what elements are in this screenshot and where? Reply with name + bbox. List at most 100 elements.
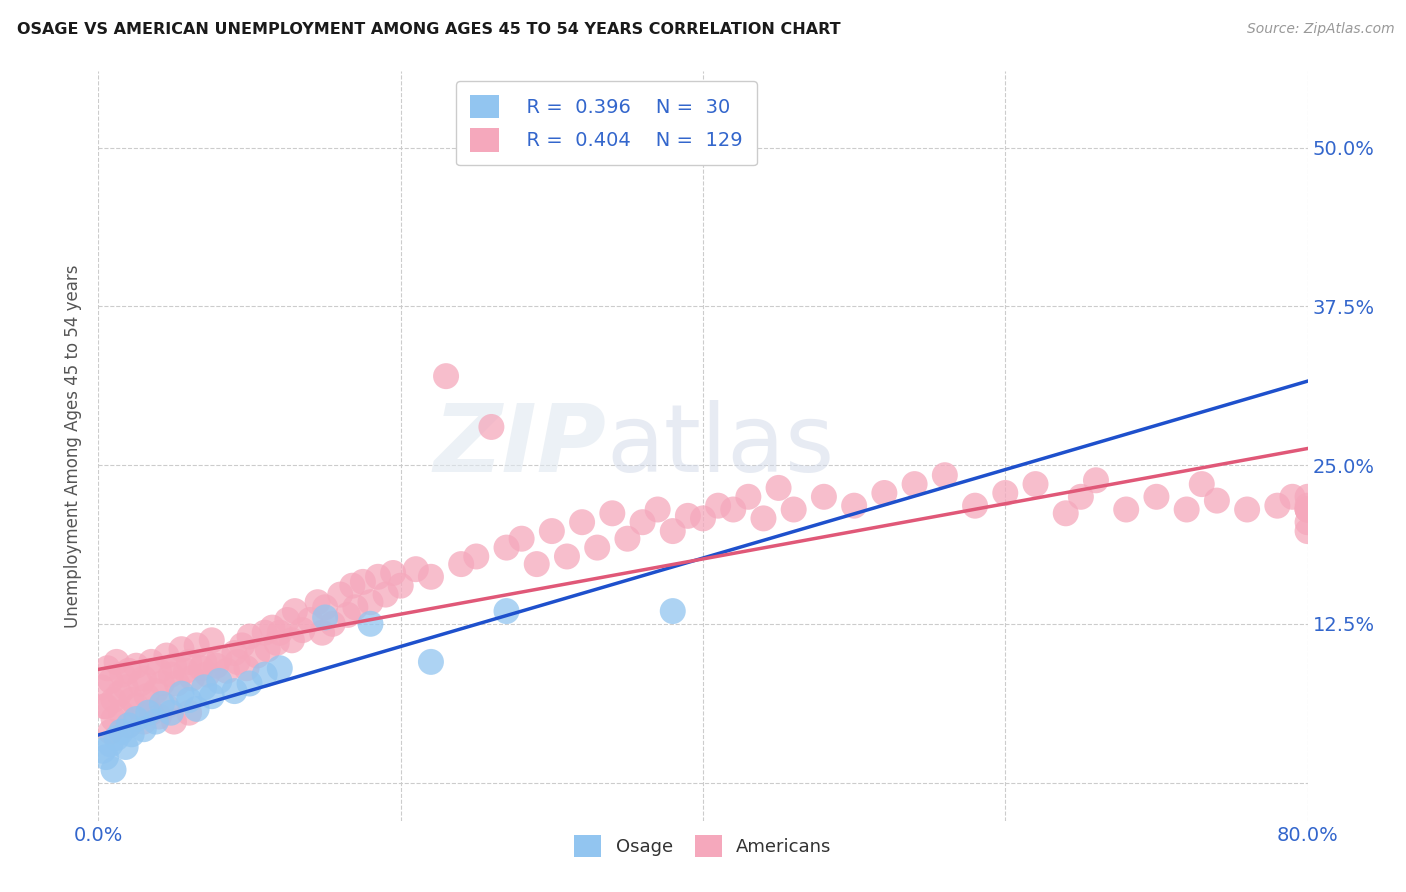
Point bbox=[179, 655, 201, 669]
Point bbox=[105, 655, 128, 669]
Point bbox=[307, 595, 329, 609]
Point bbox=[1296, 502, 1319, 516]
Point bbox=[1085, 473, 1108, 487]
Point bbox=[110, 706, 132, 720]
Point bbox=[994, 486, 1017, 500]
Point bbox=[253, 625, 276, 640]
Text: ZIP: ZIP bbox=[433, 400, 606, 492]
Point bbox=[121, 727, 143, 741]
Point bbox=[103, 693, 125, 707]
Point bbox=[1054, 506, 1077, 520]
Point bbox=[269, 661, 291, 675]
Point bbox=[510, 532, 533, 546]
Point bbox=[145, 714, 167, 729]
Point bbox=[118, 718, 141, 732]
Point bbox=[256, 642, 278, 657]
Point bbox=[284, 604, 307, 618]
Point bbox=[389, 579, 412, 593]
Point bbox=[201, 633, 224, 648]
Point bbox=[1206, 493, 1229, 508]
Point bbox=[555, 549, 578, 564]
Point bbox=[195, 667, 218, 681]
Point bbox=[526, 557, 548, 571]
Point bbox=[96, 661, 118, 675]
Point bbox=[148, 664, 170, 678]
Point bbox=[186, 639, 208, 653]
Point bbox=[155, 648, 177, 663]
Point bbox=[174, 664, 197, 678]
Point bbox=[118, 664, 141, 678]
Point bbox=[181, 672, 204, 686]
Point bbox=[1144, 490, 1167, 504]
Point bbox=[163, 658, 186, 673]
Point bbox=[602, 506, 624, 520]
Point bbox=[90, 681, 112, 695]
Point bbox=[737, 490, 759, 504]
Point bbox=[360, 595, 382, 609]
Point bbox=[1115, 502, 1137, 516]
Point bbox=[215, 664, 238, 678]
Point bbox=[224, 646, 246, 660]
Point bbox=[405, 562, 427, 576]
Point bbox=[239, 630, 262, 644]
Text: Source: ZipAtlas.com: Source: ZipAtlas.com bbox=[1247, 22, 1395, 37]
Point bbox=[661, 524, 683, 538]
Point bbox=[125, 699, 148, 714]
Point bbox=[121, 693, 143, 707]
Point bbox=[873, 486, 896, 500]
Point bbox=[1070, 490, 1092, 504]
Point bbox=[291, 623, 314, 637]
Point bbox=[495, 541, 517, 555]
Point bbox=[904, 477, 927, 491]
Point bbox=[208, 673, 231, 688]
Point bbox=[707, 499, 730, 513]
Point bbox=[813, 490, 835, 504]
Point bbox=[110, 724, 132, 739]
Point bbox=[299, 613, 322, 627]
Point bbox=[1175, 502, 1198, 516]
Point bbox=[226, 655, 249, 669]
Point bbox=[170, 642, 193, 657]
Point bbox=[231, 639, 253, 653]
Y-axis label: Unemployment Among Ages 45 to 54 years: Unemployment Among Ages 45 to 54 years bbox=[65, 264, 83, 628]
Point bbox=[616, 532, 638, 546]
Point bbox=[239, 676, 262, 690]
Point bbox=[163, 714, 186, 729]
Point bbox=[262, 621, 284, 635]
Point bbox=[342, 579, 364, 593]
Point bbox=[336, 607, 359, 622]
Point bbox=[1024, 477, 1046, 491]
Point bbox=[382, 566, 405, 580]
Point bbox=[141, 655, 163, 669]
Point bbox=[1296, 502, 1319, 516]
Point bbox=[105, 731, 128, 745]
Point bbox=[367, 570, 389, 584]
Point bbox=[100, 673, 122, 688]
Point bbox=[647, 502, 669, 516]
Point bbox=[434, 369, 457, 384]
Point bbox=[125, 712, 148, 726]
Point bbox=[246, 648, 269, 663]
Point bbox=[676, 508, 699, 523]
Point bbox=[266, 636, 288, 650]
Point bbox=[160, 667, 183, 681]
Point bbox=[132, 714, 155, 729]
Point bbox=[420, 655, 443, 669]
Point bbox=[269, 625, 291, 640]
Point bbox=[965, 499, 987, 513]
Point bbox=[190, 661, 212, 675]
Point bbox=[631, 515, 654, 529]
Point bbox=[450, 557, 472, 571]
Point bbox=[136, 706, 159, 720]
Point bbox=[150, 676, 173, 690]
Point bbox=[420, 570, 443, 584]
Point bbox=[155, 699, 177, 714]
Text: atlas: atlas bbox=[606, 400, 835, 492]
Point bbox=[1281, 490, 1303, 504]
Point bbox=[125, 658, 148, 673]
Point bbox=[783, 502, 806, 516]
Point bbox=[1236, 502, 1258, 516]
Point bbox=[94, 750, 117, 764]
Point bbox=[193, 681, 215, 695]
Point bbox=[114, 681, 136, 695]
